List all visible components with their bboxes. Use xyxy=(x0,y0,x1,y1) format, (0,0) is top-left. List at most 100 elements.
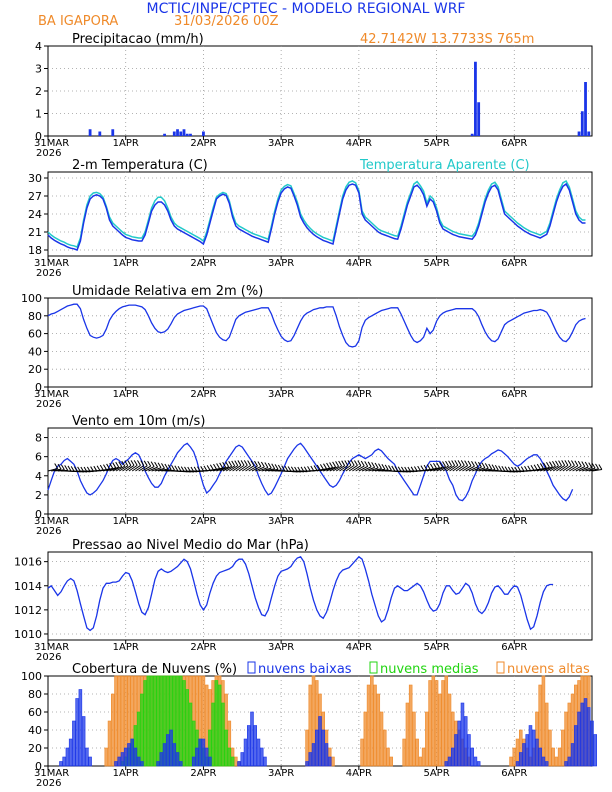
wind-barb-flag xyxy=(364,461,369,467)
wind-barb xyxy=(122,465,132,472)
wind-barb xyxy=(319,467,330,472)
cloud-low-bar xyxy=(515,761,520,767)
wind-barb-flag xyxy=(133,460,138,466)
cloud-low-bar xyxy=(130,738,134,767)
wind-barb xyxy=(329,465,339,472)
cloud-legend-swatch xyxy=(247,661,256,674)
wind-barb-flag xyxy=(237,460,242,466)
wind-barb-flag xyxy=(231,460,236,467)
cloud-low-bar xyxy=(535,738,539,767)
rh-xtick-label: 31MAR xyxy=(34,389,69,400)
rh-ytick-label: 0 xyxy=(35,381,42,394)
cloud-low-bar xyxy=(454,734,458,767)
wind-barb-flag xyxy=(115,461,120,468)
rh-xtick-label: 1APR xyxy=(113,389,139,400)
rh-xtick-label: 6APR xyxy=(501,389,527,400)
wind-barb-flag xyxy=(247,460,252,466)
rh-year-label: 2026 xyxy=(36,399,61,410)
cloud-high-bar xyxy=(512,747,517,767)
cloud-high-bar xyxy=(564,711,568,767)
temp-xtick-label: 4APR xyxy=(346,258,372,269)
wind-barb-flag xyxy=(67,465,72,472)
rh-frame xyxy=(47,297,593,388)
wind-barb-flag xyxy=(96,465,101,471)
wind-barb-flag xyxy=(99,464,104,471)
wind-barb-flag xyxy=(433,462,437,469)
wind-barb-flag xyxy=(329,462,334,468)
wind-barb xyxy=(261,467,272,472)
cloud-low-bar xyxy=(308,752,313,767)
wind-barb-flag xyxy=(130,460,135,466)
temp-xtick-label: 2APR xyxy=(190,258,216,269)
precip-bar xyxy=(172,131,176,136)
wind-barb-flag xyxy=(240,460,245,466)
wind-barb-flag xyxy=(378,463,382,469)
wind-barb xyxy=(358,465,368,472)
precip-bar xyxy=(584,82,587,136)
clouds-ytick-label: 0 xyxy=(35,760,42,773)
precip-bar xyxy=(185,133,189,136)
cloud-legend-label: nuvens altas xyxy=(507,662,590,677)
cloud-high-bar xyxy=(111,693,115,767)
wind-barb xyxy=(475,467,486,472)
wind-barb-flag xyxy=(388,465,392,471)
wind-barb xyxy=(374,468,385,472)
wind-barb xyxy=(546,465,556,472)
date-label: 31/03/2026 00Z xyxy=(174,14,279,29)
wind-barb xyxy=(128,464,138,472)
clouds-ytick-label: 80 xyxy=(28,688,42,701)
cloud-mid-bar xyxy=(230,756,235,767)
cloud-mid-bar xyxy=(211,702,215,767)
coords-label: 42.7142W 13.7733S 765m xyxy=(360,32,534,47)
wind-barb xyxy=(219,466,229,472)
clouds-year-label: 2026 xyxy=(36,778,61,789)
wind-barb-flag xyxy=(504,466,509,472)
pressure-ytick-label: 1016 xyxy=(14,556,42,569)
cloud-low-bar xyxy=(587,707,591,767)
wind-barb xyxy=(154,467,165,472)
wind-xtick-label: 5APR xyxy=(423,516,449,527)
wind-year-label: 2026 xyxy=(36,526,61,537)
wind-barb-flag xyxy=(384,464,389,471)
cloud-low-bar xyxy=(463,716,468,767)
wind-barb xyxy=(585,467,596,472)
cloud-legend-label: nuvens medias xyxy=(380,662,479,677)
cloud-high-bar xyxy=(117,675,121,767)
wind-barb-flag xyxy=(216,463,221,469)
pressure-xtick-label: 1APR xyxy=(113,642,139,653)
temp-year-label: 2026 xyxy=(36,268,61,279)
wind-barb-flag xyxy=(391,465,396,472)
pressure-xtick-label: 4APR xyxy=(346,642,372,653)
wind-barb-flag xyxy=(228,461,233,467)
main-title: MCTIC/INPE/CPTEC - MODELO REGIONAL WRF xyxy=(147,1,466,17)
cloud-low-bar xyxy=(457,720,461,767)
cloud-high-bar xyxy=(104,747,109,767)
wind-barb xyxy=(458,465,468,472)
precip-bar xyxy=(470,133,474,136)
pressure-title: Pressao ao Nivel Medio do Mar (hPa) xyxy=(72,538,309,553)
wind-barb-flag xyxy=(323,463,327,469)
wind-barb xyxy=(144,466,155,472)
wind-barb-flag xyxy=(264,462,269,468)
cloud-high-bar xyxy=(389,756,393,767)
cloud-low-bar xyxy=(593,734,597,767)
cloud-high-bar xyxy=(434,680,439,767)
wind-barb-flag xyxy=(167,464,172,470)
wind-barb-flag xyxy=(354,460,358,466)
wind-barb-flag xyxy=(60,464,65,471)
cloud-low-bar xyxy=(444,761,449,767)
cloud-low-bar xyxy=(78,689,83,767)
wind-barb xyxy=(222,465,232,472)
cloud-high-bar xyxy=(415,738,419,767)
wind-barb xyxy=(591,468,602,472)
wind-barb-flag xyxy=(360,460,365,467)
wind-barb-flag xyxy=(174,465,179,472)
wind-barb-flag xyxy=(225,461,230,467)
clouds-xtick-label: 5APR xyxy=(423,768,449,779)
cloud-low-bar xyxy=(136,756,141,767)
cloud-high-bar xyxy=(428,680,432,767)
wind-barb-flag xyxy=(143,460,148,467)
pressure-year-label: 2026 xyxy=(36,652,61,663)
rh-ytick-label: 20 xyxy=(28,363,42,376)
